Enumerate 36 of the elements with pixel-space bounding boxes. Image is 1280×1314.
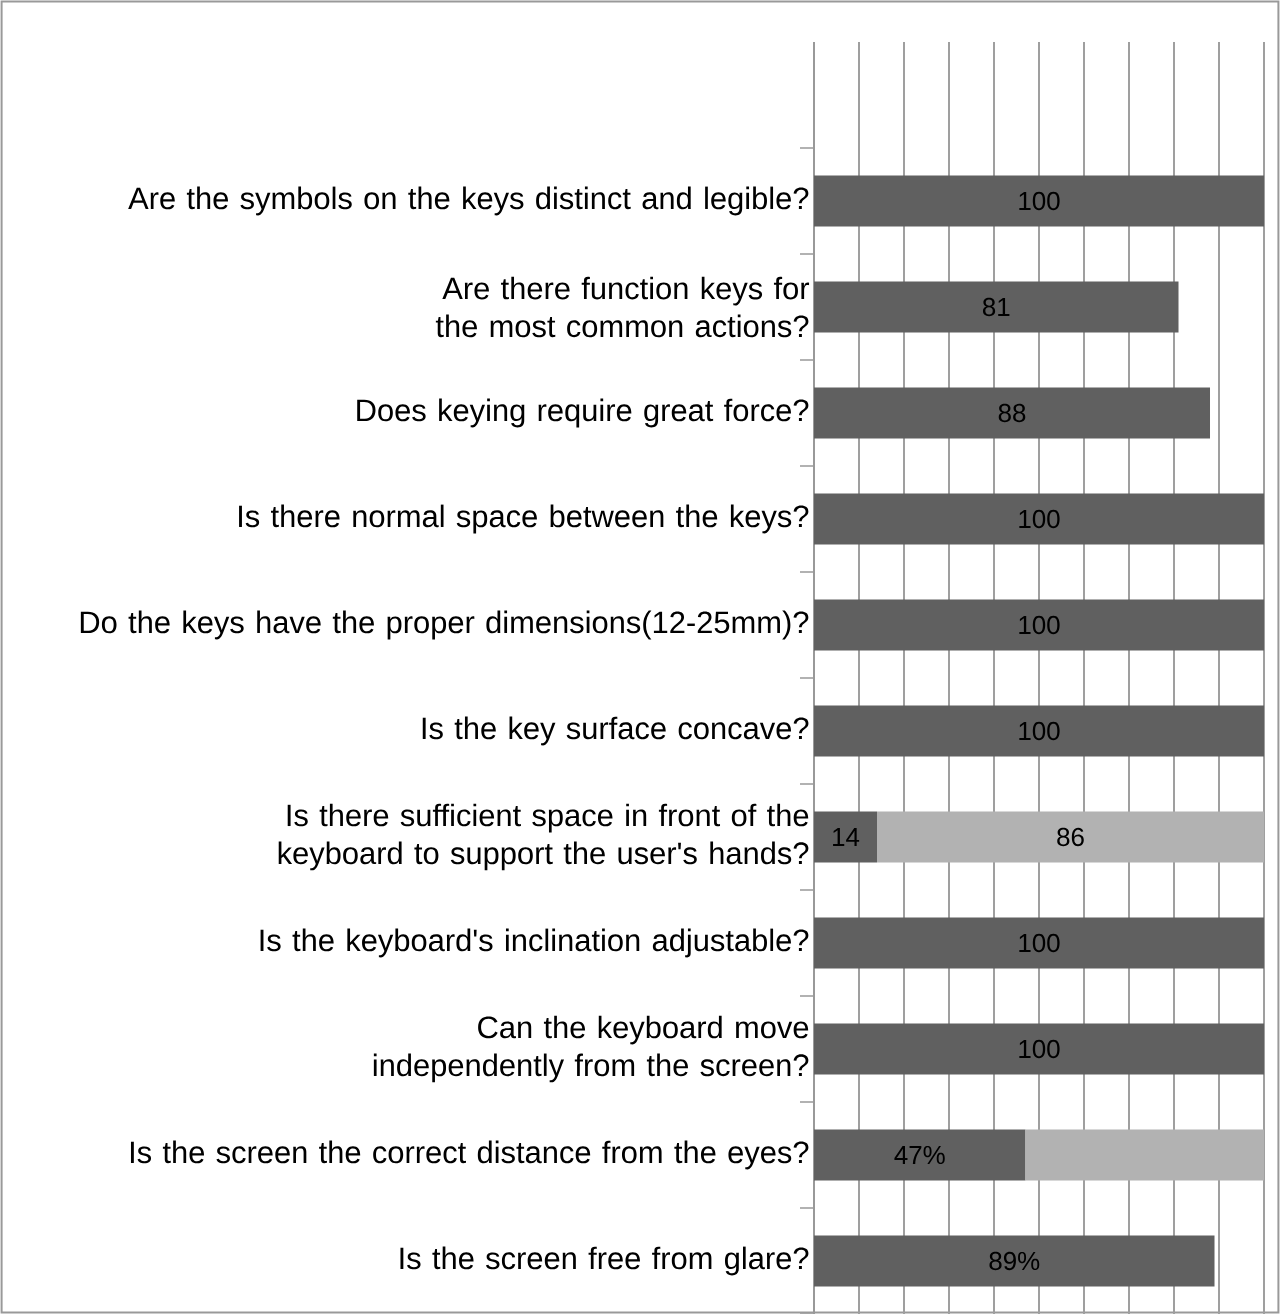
bar xyxy=(1025,1129,1265,1181)
data-label: 81 xyxy=(982,297,1010,317)
bar xyxy=(814,493,1265,545)
bar xyxy=(814,1129,1026,1181)
y-tick-label: Is the key surface concave? xyxy=(422,716,809,746)
y-tick-label: Is the screen the correct distance from the eyes? xyxy=(130,1140,809,1170)
y-tick-label: Can the keyboard move independently from the screen? xyxy=(373,1015,809,1083)
bar xyxy=(814,387,1211,439)
bar xyxy=(814,1235,1215,1287)
data-label: 100 xyxy=(1019,615,1060,635)
data-label: 100 xyxy=(1019,1039,1060,1059)
bar xyxy=(814,281,1179,333)
bar xyxy=(814,917,1265,969)
data-label: 100 xyxy=(1019,933,1060,953)
data-label: 100 xyxy=(1019,721,1060,741)
y-tick-label: Is there normal space between the keys? xyxy=(239,504,809,534)
data-label: 88 xyxy=(998,403,1026,423)
bar xyxy=(814,1023,1265,1075)
data-label: 100 xyxy=(1019,509,1060,529)
y-tick-label: Is the screen free from glare? xyxy=(400,1246,809,1276)
y-tick-label: Do the keys have the proper dimensions(12-25mm)? xyxy=(80,610,809,640)
data-label: 89% xyxy=(989,1251,1040,1271)
y-tick-label: Is there sufficient space in front of the keyboard to support the user's hands? xyxy=(278,803,809,871)
data-label: 47% xyxy=(894,1145,945,1165)
data-label: 100 xyxy=(1019,191,1060,211)
bar xyxy=(814,705,1265,757)
y-tick-label: Does keying require great force? xyxy=(357,398,809,428)
y-tick-label: Are the symbols on the keys distinct and legible? xyxy=(128,186,809,216)
y-tick-label: Are there function keys for the most common actions? xyxy=(435,276,810,338)
y-tick-label: Is the keyboard's inclination adjustable? xyxy=(260,928,809,958)
bar xyxy=(814,175,1265,227)
data-label: 86 xyxy=(1057,827,1084,847)
data-label: 14 xyxy=(833,828,860,846)
bar xyxy=(877,811,1265,863)
bar xyxy=(814,811,877,863)
bar xyxy=(814,599,1265,651)
